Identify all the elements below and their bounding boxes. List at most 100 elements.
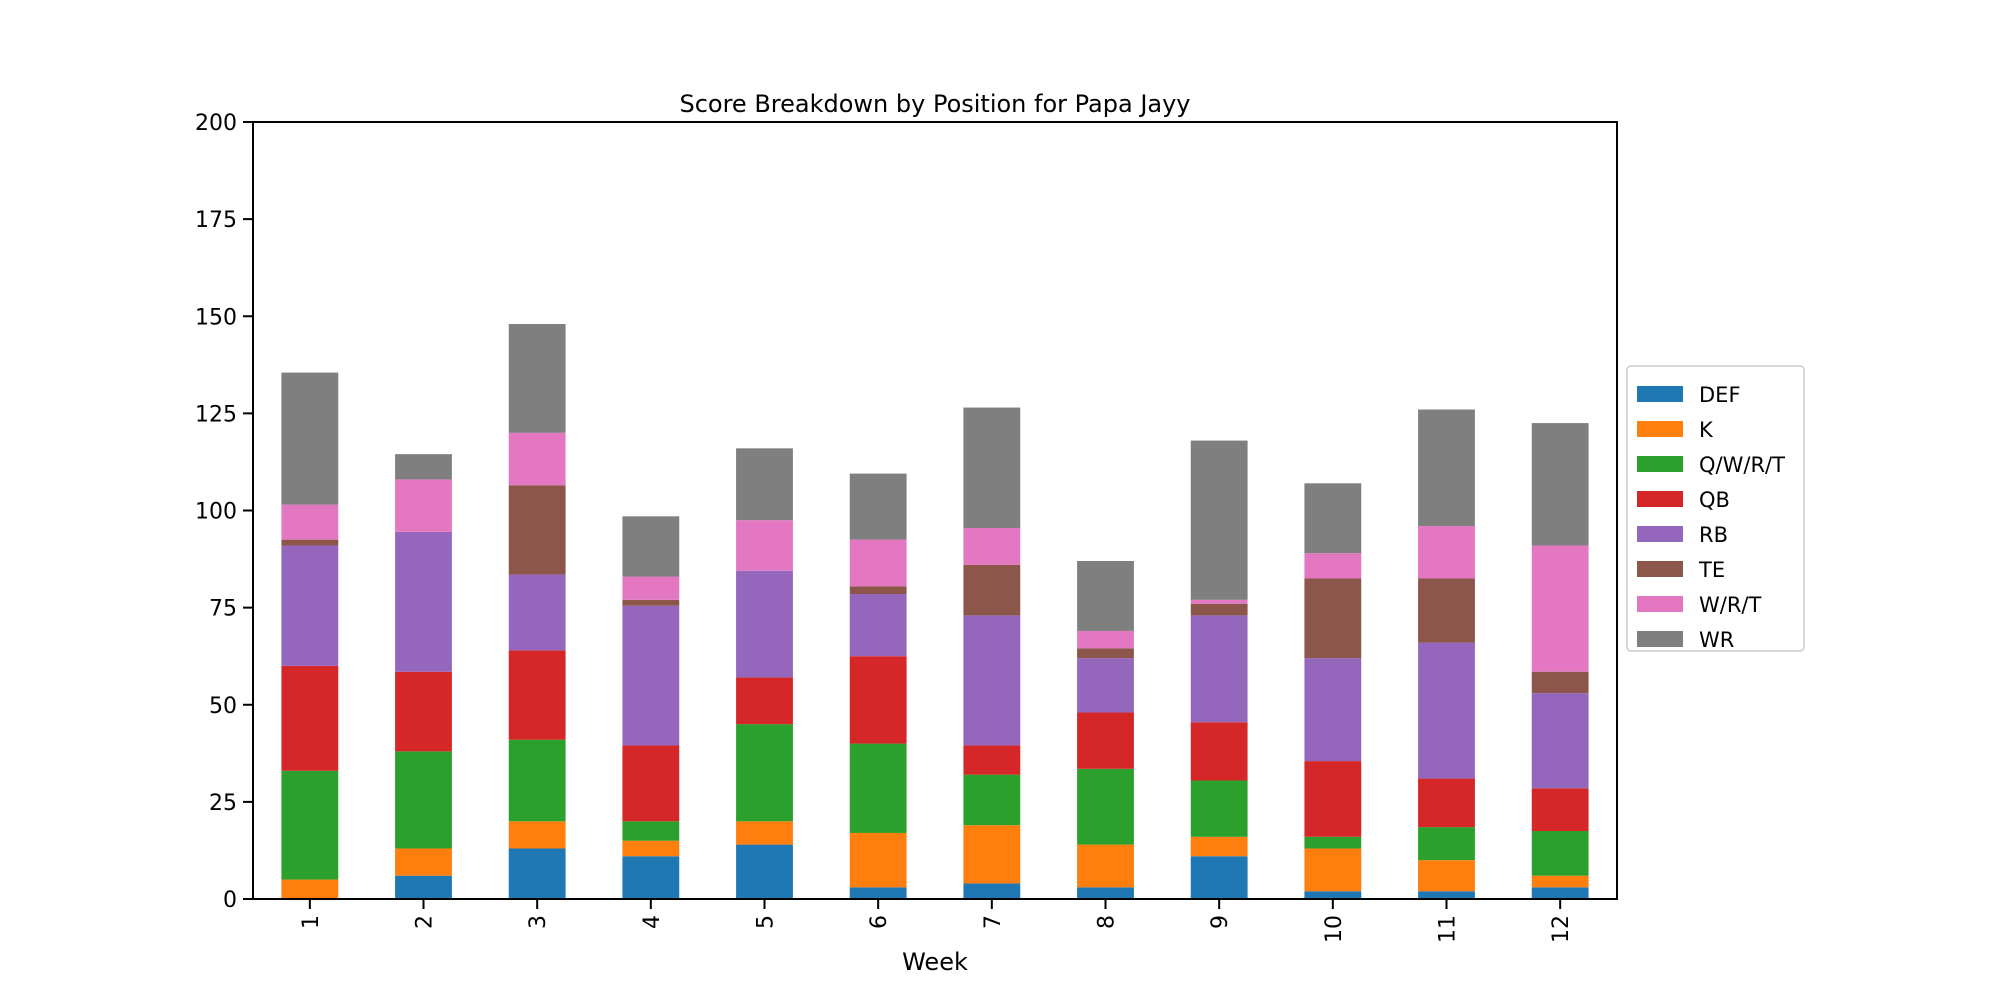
y-tick-label: 150 — [195, 305, 237, 330]
bar-week-9-rb — [1190, 615, 1248, 723]
x-tick-label: 5 — [754, 915, 779, 929]
bar-week-2-q-w-r-t — [395, 751, 452, 849]
bar-week-7-q-w-r-t — [963, 774, 1021, 826]
bar-week-8-k — [1077, 844, 1134, 888]
x-tick-label: 7 — [981, 915, 1006, 929]
bar-week-3-rb — [508, 574, 566, 651]
bar-week-12-te — [1531, 671, 1589, 694]
bar-week-1-qb — [281, 665, 339, 771]
legend-label: DEF — [1699, 383, 1741, 407]
bar-week-4-q-w-r-t — [622, 821, 680, 841]
legend-label: RB — [1699, 523, 1728, 547]
bar-week-3-q-w-r-t — [508, 739, 566, 822]
legend-swatch — [1637, 456, 1683, 472]
bar-week-3-w-r-t — [508, 432, 566, 486]
legend-swatch — [1637, 631, 1683, 647]
bar-week-8-wr — [1077, 561, 1134, 631]
bar-week-8-te — [1077, 648, 1134, 659]
bar-week-9-def — [1190, 856, 1248, 899]
bar-week-7-qb — [963, 745, 1021, 775]
bar-week-6-wr — [849, 473, 907, 540]
bar-week-11-wr — [1418, 409, 1475, 527]
x-tick-label: 12 — [1549, 915, 1574, 943]
legend-frame — [1626, 365, 1805, 652]
bar-week-12-def — [1531, 887, 1589, 899]
x-tick-label: 2 — [413, 915, 438, 929]
y-tick-label: 50 — [209, 694, 237, 719]
bar-week-4-wr — [622, 516, 680, 577]
bar-week-5-k — [736, 821, 793, 845]
y-tick-label: 175 — [195, 208, 237, 233]
bar-week-10-w-r-t — [1304, 553, 1362, 579]
legend-label: W/R/T — [1699, 593, 1762, 617]
x-tick-label: 8 — [1095, 915, 1120, 929]
bar-week-7-w-r-t — [963, 527, 1021, 565]
bar-week-4-rb — [622, 605, 680, 746]
legend-swatch — [1637, 526, 1683, 542]
bar-week-5-def — [736, 844, 793, 899]
bar-week-7-rb — [963, 615, 1021, 746]
legend-label: WR — [1699, 628, 1734, 652]
bar-week-11-w-r-t — [1418, 526, 1475, 579]
bar-week-4-def — [622, 856, 680, 899]
bar-week-5-wr — [736, 448, 793, 521]
bar-week-12-k — [1531, 875, 1589, 888]
bar-week-12-qb — [1531, 788, 1589, 832]
bar-week-1-w-r-t — [281, 504, 339, 540]
x-tick-label: 3 — [526, 915, 551, 929]
bar-week-11-rb — [1418, 642, 1475, 779]
bar-week-11-def — [1418, 891, 1475, 899]
bar-week-2-rb — [395, 531, 452, 672]
x-axis: 1 2 3 4 5 6 7 8 9 10 11 12 — [299, 899, 1574, 943]
bar-week-7-k — [963, 825, 1021, 884]
bar-week-1-te — [281, 539, 339, 546]
legend-swatch — [1637, 491, 1683, 507]
bar-week-11-qb — [1418, 778, 1475, 828]
chart-title: Score Breakdown by Position for Papa Jay… — [679, 90, 1190, 118]
bar-week-10-q-w-r-t — [1304, 836, 1362, 849]
bar-week-4-te — [622, 599, 680, 606]
bar-week-3-k — [508, 821, 566, 849]
bar-week-3-qb — [508, 650, 566, 740]
bar-week-11-k — [1418, 860, 1475, 892]
legend-label: TE — [1698, 558, 1725, 582]
bar-week-9-q-w-r-t — [1190, 780, 1248, 837]
bar-week-5-qb — [736, 677, 793, 725]
bar-week-8-def — [1077, 887, 1134, 899]
bar-week-4-qb — [622, 745, 680, 822]
legend-swatch — [1637, 596, 1683, 612]
bar-week-5-w-r-t — [736, 520, 793, 571]
bar-week-8-rb — [1077, 658, 1134, 713]
bar-week-10-def — [1304, 891, 1362, 899]
x-tick-label: 11 — [1436, 915, 1461, 943]
bar-week-3-wr — [508, 324, 566, 433]
bar-week-4-k — [622, 840, 680, 857]
y-tick-label: 125 — [195, 402, 237, 427]
plot-frame — [252, 121, 1618, 900]
bar-week-1-k — [281, 879, 339, 899]
legend: DEF K Q/W/R/T QB RB TE W/R/T WR — [1626, 365, 1805, 652]
y-tick-label: 200 — [195, 111, 237, 136]
bar-week-3-def — [508, 848, 566, 899]
y-tick-label: 0 — [223, 888, 237, 913]
bar-week-2-def — [395, 875, 452, 899]
bar-week-6-k — [849, 832, 907, 888]
bar-week-7-def — [963, 883, 1021, 899]
x-tick-label: 9 — [1208, 915, 1233, 929]
legend-swatch — [1637, 386, 1683, 402]
bar-week-10-qb — [1304, 761, 1362, 837]
x-tick-label: 4 — [640, 915, 665, 929]
bar-week-2-k — [395, 848, 452, 876]
legend-swatch — [1637, 421, 1683, 437]
bar-week-1-rb — [281, 545, 339, 666]
bar-week-6-q-w-r-t — [849, 743, 907, 833]
x-tick-label: 10 — [1322, 915, 1347, 943]
bar-week-5-rb — [736, 570, 793, 678]
bar-week-6-qb — [849, 656, 907, 744]
bar-week-9-k — [1190, 836, 1248, 857]
bar-week-1-q-w-r-t — [281, 770, 339, 880]
x-tick-label: 6 — [867, 915, 892, 929]
bar-week-8-w-r-t — [1077, 630, 1134, 649]
bar-week-11-te — [1418, 578, 1475, 643]
